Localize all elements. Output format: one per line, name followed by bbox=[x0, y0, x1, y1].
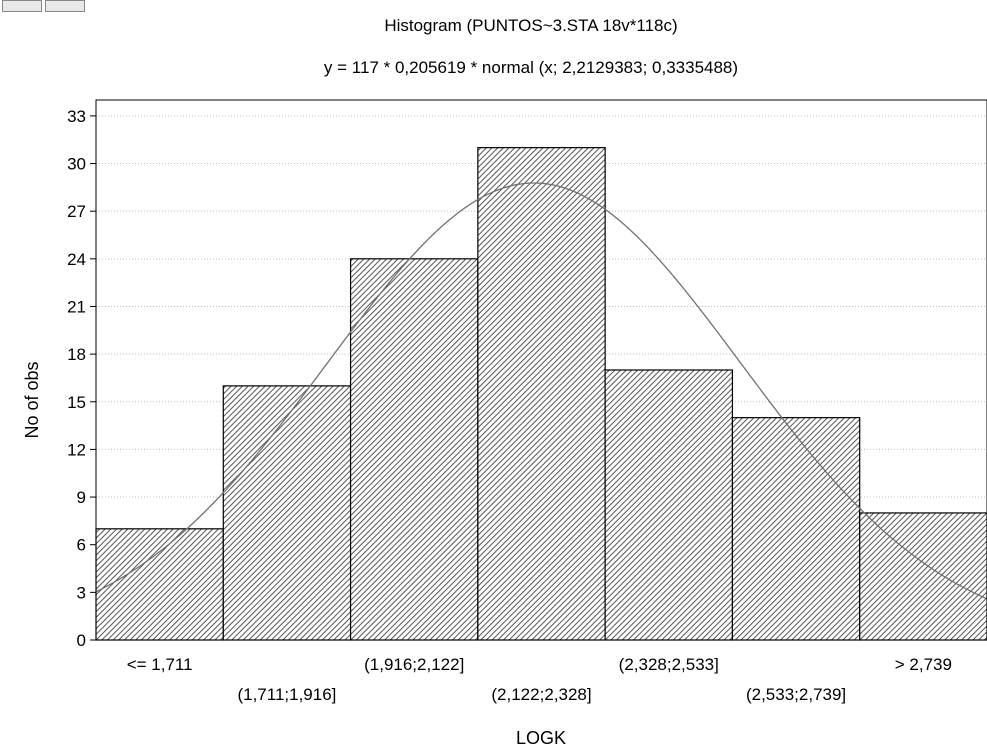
y-tick-label: 12 bbox=[67, 440, 86, 459]
y-tick-label: 30 bbox=[67, 155, 86, 174]
x-category-label: (1,916;2,122] bbox=[364, 655, 464, 674]
histogram-bar bbox=[731, 417, 861, 641]
x-category-label: (1,711;1,916] bbox=[237, 685, 336, 704]
y-tick-label: 21 bbox=[67, 297, 86, 316]
x-category-label: (2,122;2,328] bbox=[491, 685, 591, 704]
histogram-bar bbox=[222, 385, 352, 641]
x-category-label: (2,328;2,533] bbox=[619, 655, 719, 674]
y-tick-label: 27 bbox=[67, 202, 86, 221]
bars bbox=[95, 147, 987, 641]
x-category-label: > 2,739 bbox=[895, 655, 952, 674]
y-tick-label: 24 bbox=[67, 250, 86, 269]
y-tick-label: 6 bbox=[77, 536, 86, 555]
toolbar-button-1[interactable] bbox=[2, 0, 42, 12]
chart-subtitle: y = 117 * 0,205619 * normal (x; 2,212938… bbox=[324, 58, 738, 77]
x-axis-label: LOGK bbox=[516, 728, 566, 748]
histogram-bar bbox=[95, 528, 224, 641]
y-tick-label: 3 bbox=[77, 583, 86, 602]
y-axis-label: No of obs bbox=[22, 361, 42, 438]
histogram-bar bbox=[349, 258, 479, 641]
y-tick-label: 0 bbox=[77, 631, 86, 650]
toolbar-button-2[interactable] bbox=[45, 0, 85, 12]
y-axis-ticks: 0 3 6 9 12 15 18 21 24 27 30 33 bbox=[67, 107, 96, 650]
histogram-bar bbox=[477, 147, 606, 641]
histogram-bar bbox=[604, 369, 734, 641]
y-tick-label: 9 bbox=[77, 488, 86, 507]
histogram-bar bbox=[859, 512, 987, 641]
x-axis-categories: <= 1,711 (1,711;1,916] (1,916;2,122] (2,122… bbox=[127, 655, 952, 704]
y-tick-label: 15 bbox=[67, 393, 86, 412]
x-category-label: (2,533;2,739] bbox=[746, 685, 846, 704]
plot-area-frame bbox=[95, 99, 987, 641]
y-tick-label: 18 bbox=[67, 345, 86, 364]
y-tick-label: 33 bbox=[67, 107, 86, 126]
chart-title: Histogram (PUNTOS~3.STA 18v*118c) bbox=[384, 16, 677, 35]
normal-fit-curve bbox=[95, 182, 987, 599]
x-category-label: <= 1,711 bbox=[127, 655, 193, 674]
